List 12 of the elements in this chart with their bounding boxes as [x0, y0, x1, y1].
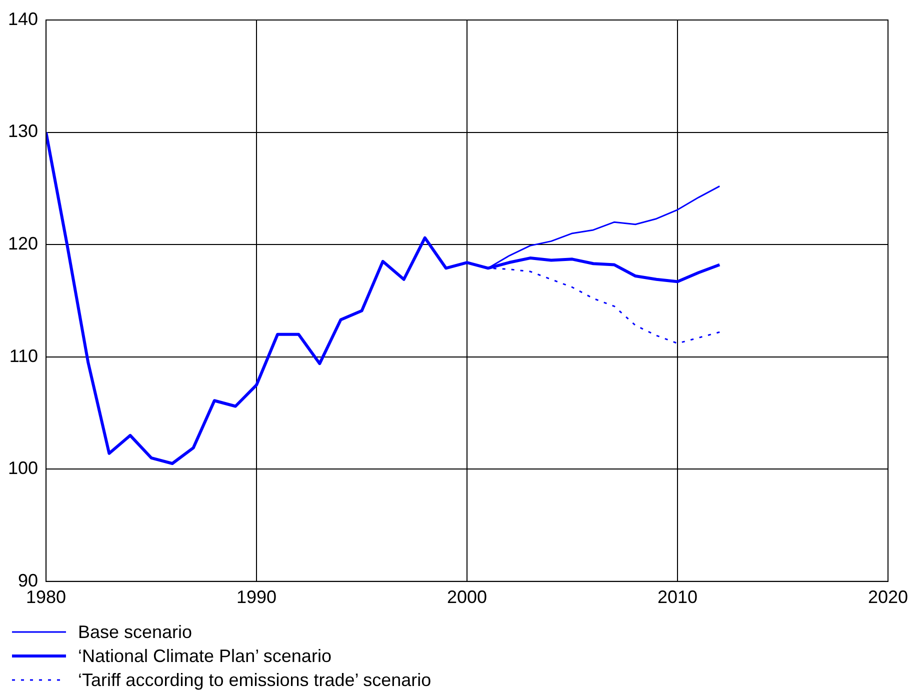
y-tick-label: 110 [9, 346, 38, 366]
y-tick-label: 120 [8, 234, 38, 254]
y-tick-label: 100 [8, 458, 38, 478]
legend-label: ‘National Climate Plan’ scenario [78, 646, 332, 666]
legend-label: ‘Tariff according to emissions trade’ scenario [78, 670, 432, 690]
y-tick-label: 130 [8, 121, 38, 142]
x-tick-label: 2010 [657, 587, 698, 608]
x-tick-label: 2000 [446, 587, 488, 608]
legend-label: Base scenario [78, 622, 192, 642]
x-tick-label: 2020 [868, 587, 908, 608]
y-tick-label: 140 [8, 8, 38, 29]
x-tick-label: 1990 [236, 587, 277, 608]
